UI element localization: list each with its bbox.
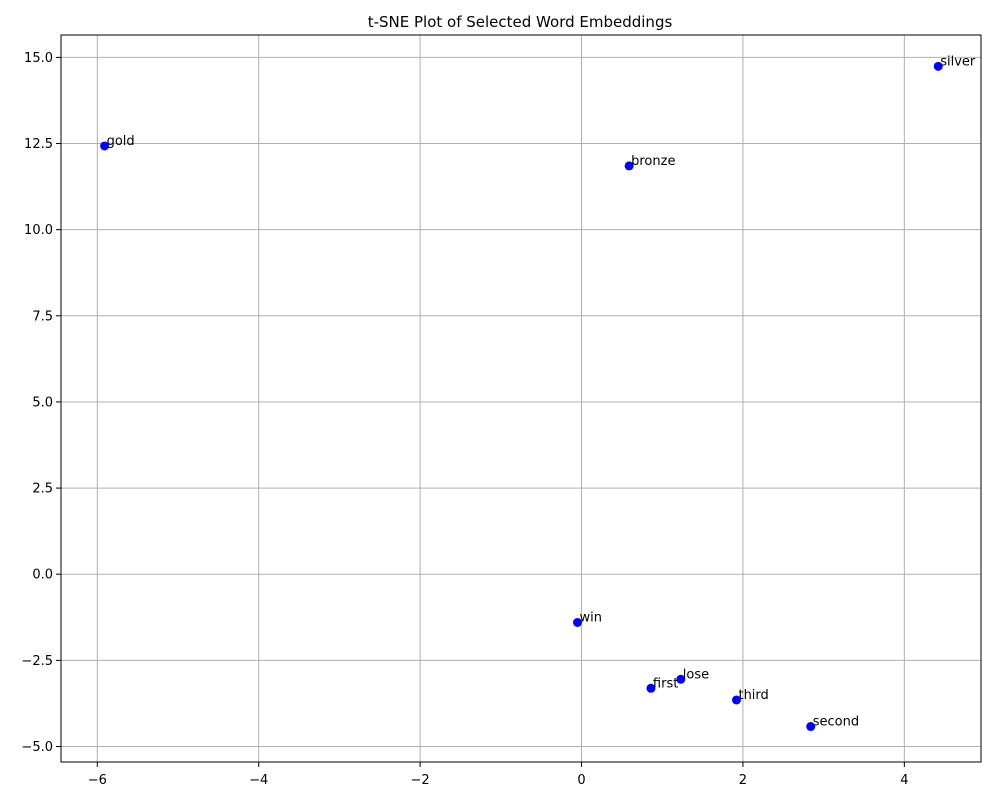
x-tick-label: −4 [249,773,268,788]
y-tick-label: 12.5 [24,137,53,152]
y-tick-label: 15.0 [24,51,53,66]
point-marker [646,683,656,693]
point-label: silver [940,54,976,69]
tick-marks: −6 −4 −2 0 2 4 −5.0 −2.5 0.0 2.5 5.0 7.5 10.0 12.5 15.… [21,51,908,788]
y-tick-label: 2.5 [32,482,53,497]
point-label: second [813,715,859,730]
point-marker [933,61,943,71]
x-tick-label: 2 [739,773,747,788]
axes [60,34,982,763]
point-label: first [653,676,678,691]
y-tick-label: 5.0 [32,395,53,410]
point-marker [731,695,741,705]
point-marker [676,674,686,684]
plot-frame [60,34,982,763]
y-tick-label: −5.0 [21,740,53,755]
point-label: third [738,688,768,703]
x-tick-label: 0 [577,773,585,788]
y-tick-label: 0.0 [32,568,53,583]
y-tick-label: −2.5 [21,654,53,669]
point-label: lose [683,667,709,682]
point-marker [806,722,816,732]
point-label: bronze [631,154,675,169]
grid-lines [61,35,981,762]
x-tick-label: −2 [411,773,430,788]
y-tick-label: 7.5 [32,309,53,324]
x-tick-label: 4 [900,773,908,788]
point-label: gold [107,134,135,149]
point-label: win [579,610,601,625]
point-marker [624,161,634,171]
x-tick-label: −6 [88,773,107,788]
chart-title: t-SNE Plot of Selected Word Embeddings [368,13,673,31]
y-tick-label: 10.0 [24,223,53,238]
point-marker [572,617,582,627]
point-marker [100,141,110,151]
data-points: silver gold bronze win lose first third second [100,54,976,732]
